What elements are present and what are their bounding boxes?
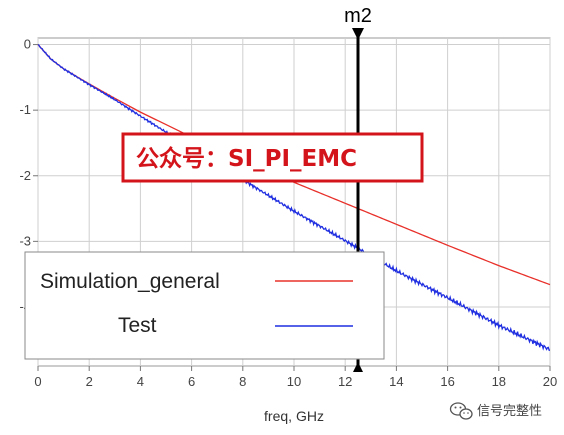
- wechat-icon: [449, 402, 473, 420]
- brand-badge: 信号完整性: [449, 402, 542, 420]
- legend-label-test: Test: [118, 314, 157, 337]
- brand-text: 信号完整性: [477, 404, 542, 419]
- x-tick-label: 4: [137, 374, 144, 389]
- x-tick-label: 20: [543, 374, 557, 389]
- x-tick-label: 16: [440, 374, 454, 389]
- x-tick-label: 14: [389, 374, 403, 389]
- x-tick-label: 12: [338, 374, 352, 389]
- y-tick-label: -3: [19, 233, 31, 248]
- y-tick-label: 0: [24, 37, 31, 52]
- legend: Simulation_general Test: [24, 251, 385, 360]
- x-tick-label: 6: [188, 374, 195, 389]
- series-line-test: [37, 44, 551, 351]
- y-tick-label: -1: [19, 102, 31, 117]
- marker-top-arrow: [352, 28, 364, 40]
- marker-label: m2: [344, 5, 372, 27]
- x-tick-label: 10: [287, 374, 301, 389]
- x-axis-title: freq, GHz: [264, 408, 324, 424]
- x-tick-label: 8: [239, 374, 246, 389]
- watermark: 公众号：SI_PI_EMC: [121, 132, 424, 183]
- x-tick-label: 2: [86, 374, 93, 389]
- y-tick-label: -2: [19, 168, 31, 183]
- x-tick-label: 0: [34, 374, 41, 389]
- watermark-text: 公众号：SI_PI_EMC: [136, 146, 357, 172]
- x-tick-label: 18: [492, 374, 506, 389]
- legend-label-simulation: Simulation_general: [40, 270, 220, 293]
- marker-bottom-arrow: [353, 362, 363, 372]
